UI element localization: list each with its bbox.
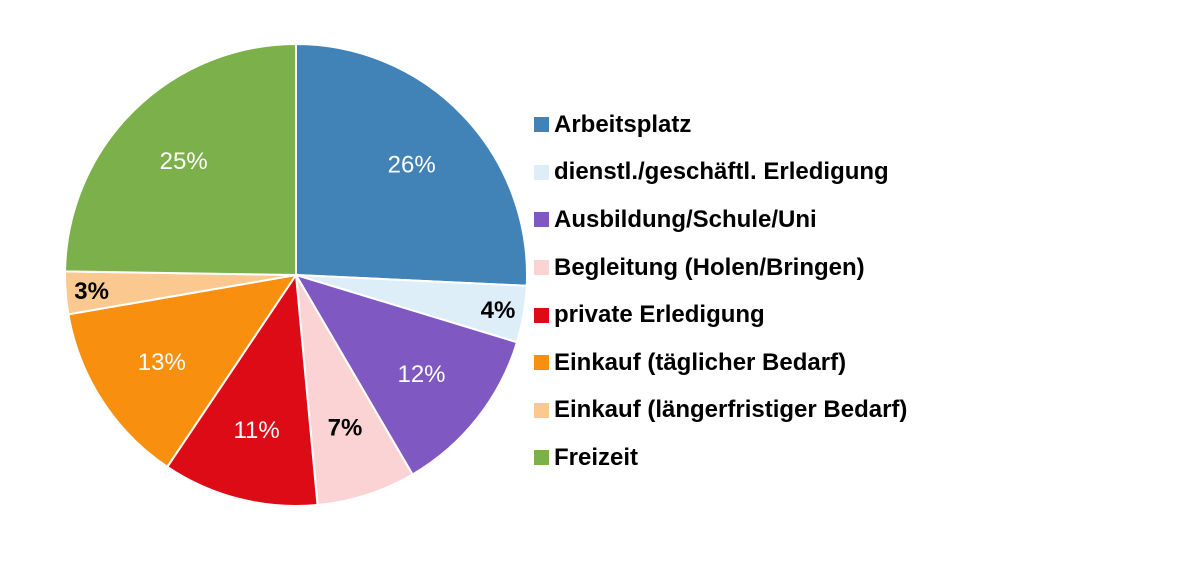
legend-item-einkauf-laengerfristig: Einkauf (längerfristiger Bedarf)	[534, 387, 1174, 435]
legend-swatch	[534, 450, 549, 466]
slice-label-3: 7%	[328, 414, 363, 441]
legend-item-dienstliche-erledigung: dienstl./geschäftl. Erledigung	[534, 149, 1174, 197]
slice-label-4: 11%	[233, 417, 279, 444]
legend-item-freizeit: Freizeit	[534, 434, 1174, 482]
legend-label: Freizeit	[554, 443, 639, 471]
legend-label: Ausbildung/Schule/Uni	[554, 205, 817, 233]
pie-slice-4	[165, 272, 319, 507]
legend-label: Einkauf (täglicher Bedarf)	[554, 348, 847, 376]
pie-slice-5	[67, 273, 299, 469]
legend-label: Begleitung (Holen/Bringen)	[554, 253, 865, 281]
slice-label-7: 25%	[160, 148, 208, 175]
legend-swatch	[534, 260, 549, 276]
legend-swatch	[534, 355, 549, 371]
pie-slice-2	[293, 273, 519, 476]
legend-swatch	[534, 307, 549, 323]
legend-label: dienstl./geschäftl. Erledigung	[554, 158, 889, 186]
legend-item-einkauf-taeglich: Einkauf (täglicher Bedarf)	[534, 339, 1174, 387]
legend: Arbeitsplatz dienstl./geschäftl. Erledig…	[534, 101, 1174, 482]
legend-label: private Erledigung	[554, 301, 765, 329]
legend-item-begleitung: Begleitung (Holen/Bringen)	[534, 244, 1174, 292]
legend-swatch	[534, 402, 549, 418]
legend-item-private-erledigung: private Erledigung	[534, 291, 1174, 339]
legend-label: Einkauf (längerfristiger Bedarf)	[554, 396, 908, 424]
legend-item-arbeitsplatz: Arbeitsplatz	[534, 101, 1174, 149]
slice-label-6: 3%	[74, 278, 109, 305]
legend-swatch	[534, 117, 549, 133]
slice-label-2: 12%	[397, 361, 445, 388]
legend-item-ausbildung: Ausbildung/Schule/Uni	[534, 196, 1174, 244]
legend-swatch	[534, 164, 549, 180]
slice-label-5: 13%	[138, 349, 186, 376]
pie-slice-0	[295, 42, 528, 287]
legend-swatch	[534, 212, 549, 228]
legend-label: Arbeitsplatz	[554, 110, 692, 138]
slice-label-1: 4%	[481, 297, 516, 324]
pie-slice-7	[64, 42, 297, 277]
slice-label-0: 26%	[388, 152, 436, 179]
